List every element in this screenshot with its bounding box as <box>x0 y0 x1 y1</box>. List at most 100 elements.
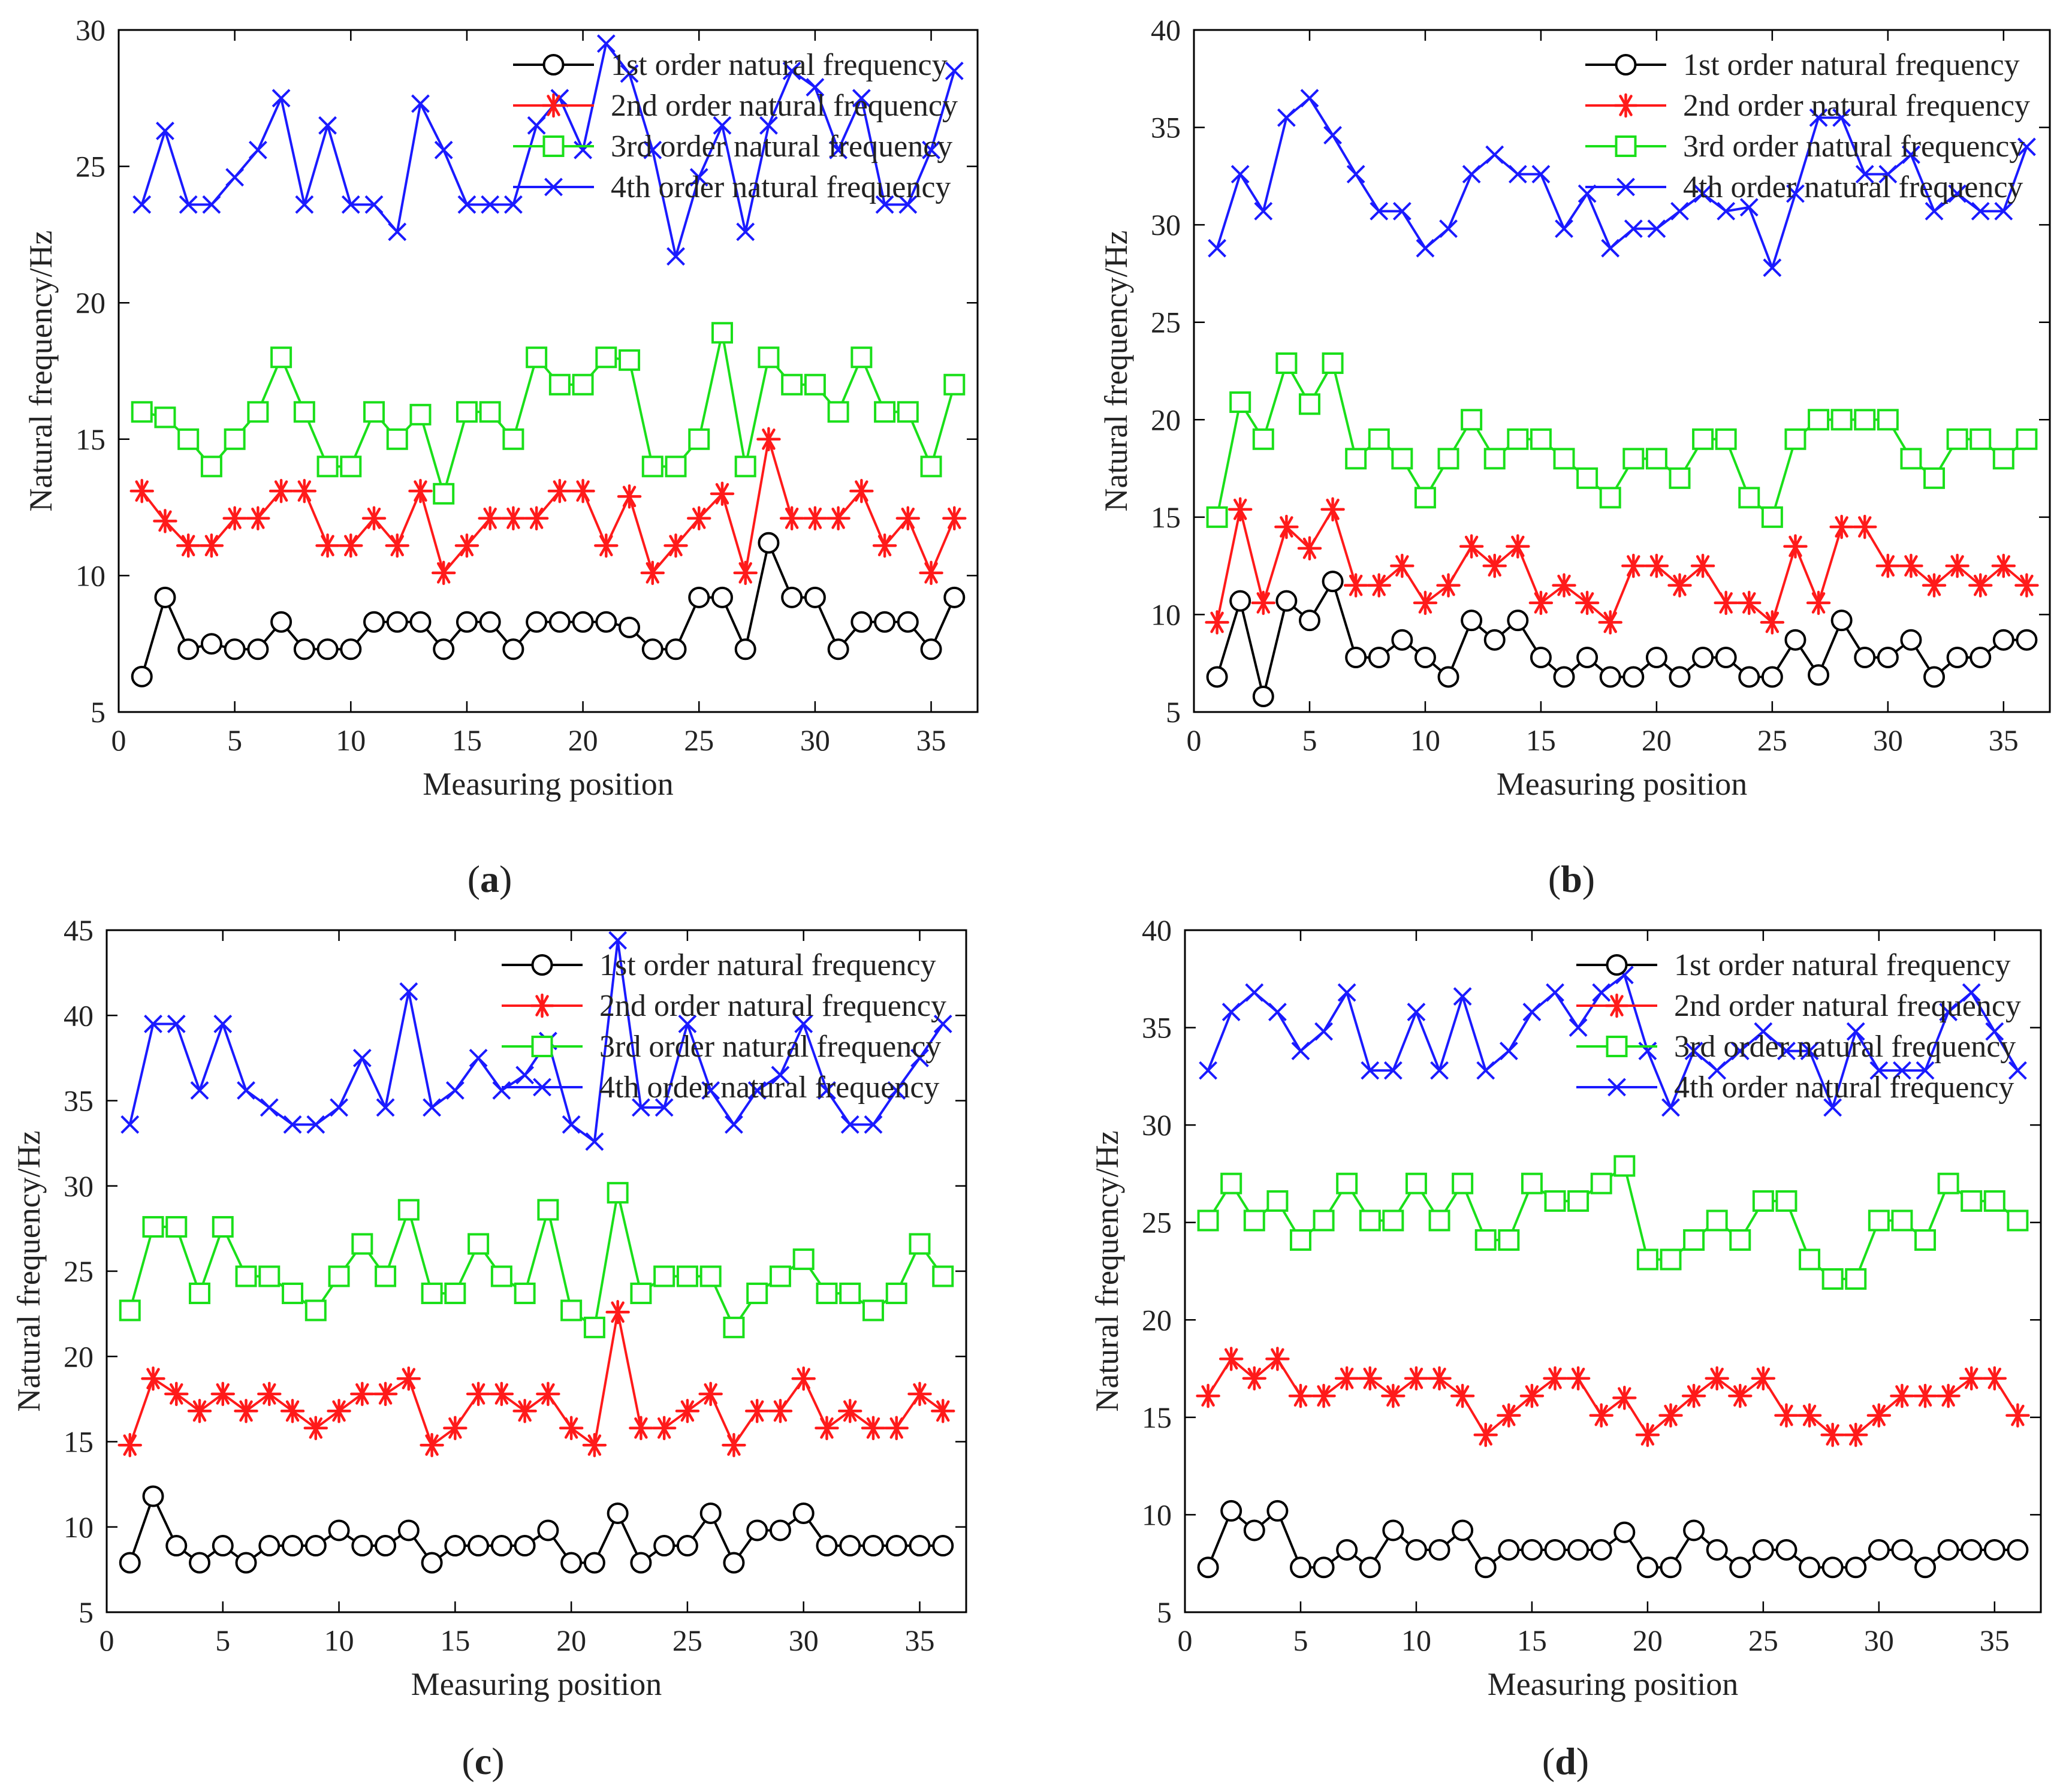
data-point <box>514 1282 536 1304</box>
data-point <box>340 455 362 478</box>
data-point <box>1645 448 1667 470</box>
data-point <box>1274 514 1299 539</box>
data-point <box>1635 1422 1660 1447</box>
data-point <box>1245 983 1264 1002</box>
y-tick-label: 40 <box>1151 13 1181 47</box>
data-point <box>1845 1268 1867 1290</box>
data-point <box>943 373 966 396</box>
x-tick-label: 25 <box>684 723 714 757</box>
data-point <box>1482 553 1507 578</box>
data-point <box>421 1552 443 1574</box>
legend-marker-x <box>1607 1078 1626 1097</box>
data-point <box>328 1519 350 1541</box>
data-point <box>711 322 733 344</box>
data-point <box>1404 1366 1429 1391</box>
data-point <box>688 586 710 608</box>
y-tick-label: 30 <box>1142 1108 1172 1142</box>
data-point <box>269 479 294 503</box>
data-point <box>771 1066 790 1085</box>
x-tick-label: 15 <box>1526 723 1556 757</box>
legend-b: 1st order natural frequency 2nd order nat… <box>1585 48 2030 204</box>
data-point <box>1784 629 1806 651</box>
data-point <box>1809 108 1828 127</box>
data-point <box>1391 448 1413 470</box>
data-point <box>1784 428 1806 450</box>
data-point <box>655 1098 674 1117</box>
data-point <box>433 482 455 505</box>
y-tick-label: 40 <box>64 998 94 1032</box>
data-point <box>1569 1018 1588 1037</box>
data-point <box>1474 1556 1497 1579</box>
data-point <box>1462 165 1481 184</box>
legend-label: 1st order natural frequency <box>1683 48 2020 82</box>
data-point <box>711 586 733 608</box>
data-point <box>1739 198 1759 217</box>
x-axis-title: Measuring position <box>411 1666 662 1702</box>
data-point <box>408 479 433 503</box>
data-point <box>481 195 500 214</box>
x-tick-label: 30 <box>789 1624 819 1657</box>
data-point <box>608 931 628 950</box>
data-point <box>235 1552 257 1574</box>
data-point <box>421 1282 443 1304</box>
data-point <box>1959 1366 1984 1391</box>
data-point <box>1661 1098 1680 1117</box>
data-point <box>514 1535 536 1557</box>
data-point <box>154 406 176 429</box>
data-point <box>469 1048 488 1067</box>
data-point <box>1521 1172 1543 1194</box>
data-point <box>678 1015 697 1033</box>
data-point <box>1729 1229 1751 1251</box>
series-line <box>1207 1357 2019 1437</box>
data-point <box>653 1265 675 1287</box>
data-point <box>1830 610 1853 632</box>
data-point <box>572 611 594 633</box>
data-point <box>411 94 430 113</box>
y-tick-label: 45 <box>64 913 94 947</box>
data-point <box>1206 666 1228 688</box>
data-point <box>1199 1061 1218 1080</box>
data-point <box>571 479 595 503</box>
data-point <box>1229 391 1251 414</box>
data-point <box>595 346 617 369</box>
y-tick-label: 10 <box>64 1510 94 1544</box>
data-point <box>1601 239 1620 258</box>
data-point <box>1288 1383 1313 1408</box>
data-point <box>1268 1003 1287 1021</box>
data-point <box>1708 1061 1727 1080</box>
data-point <box>1320 497 1345 522</box>
data-point <box>897 401 919 423</box>
data-point <box>1878 165 1898 184</box>
data-point <box>1243 1519 1265 1541</box>
data-point <box>1483 629 1506 651</box>
legend-label: 2nd order natural frequency <box>1683 89 2030 123</box>
data-point <box>734 455 756 478</box>
data-point <box>282 1282 304 1304</box>
data-point <box>605 1300 630 1325</box>
plot-frame <box>117 29 979 713</box>
data-point <box>141 1366 165 1391</box>
data-point <box>423 1098 442 1117</box>
data-point <box>932 1265 954 1287</box>
data-point <box>676 1535 698 1557</box>
legend-marker-x <box>533 1078 551 1097</box>
legend-marker-circle <box>1615 54 1637 76</box>
data-point <box>2016 428 2038 450</box>
data-point <box>156 122 174 140</box>
data-point <box>1314 1022 1333 1041</box>
data-point <box>1761 506 1783 528</box>
data-point <box>212 1535 234 1557</box>
data-point <box>1599 487 1621 509</box>
data-point <box>887 1081 906 1100</box>
series-2-d <box>1196 1347 2030 1447</box>
data-point <box>1624 219 1643 239</box>
data-point <box>1254 201 1273 221</box>
data-point <box>804 586 826 608</box>
data-point <box>850 346 873 369</box>
data-point <box>1370 201 1389 221</box>
data-point <box>1521 1538 1543 1561</box>
data-point <box>779 506 804 531</box>
data-point <box>1622 448 1645 470</box>
data-point <box>641 455 663 478</box>
x-tick-label: 5 <box>215 1624 230 1657</box>
